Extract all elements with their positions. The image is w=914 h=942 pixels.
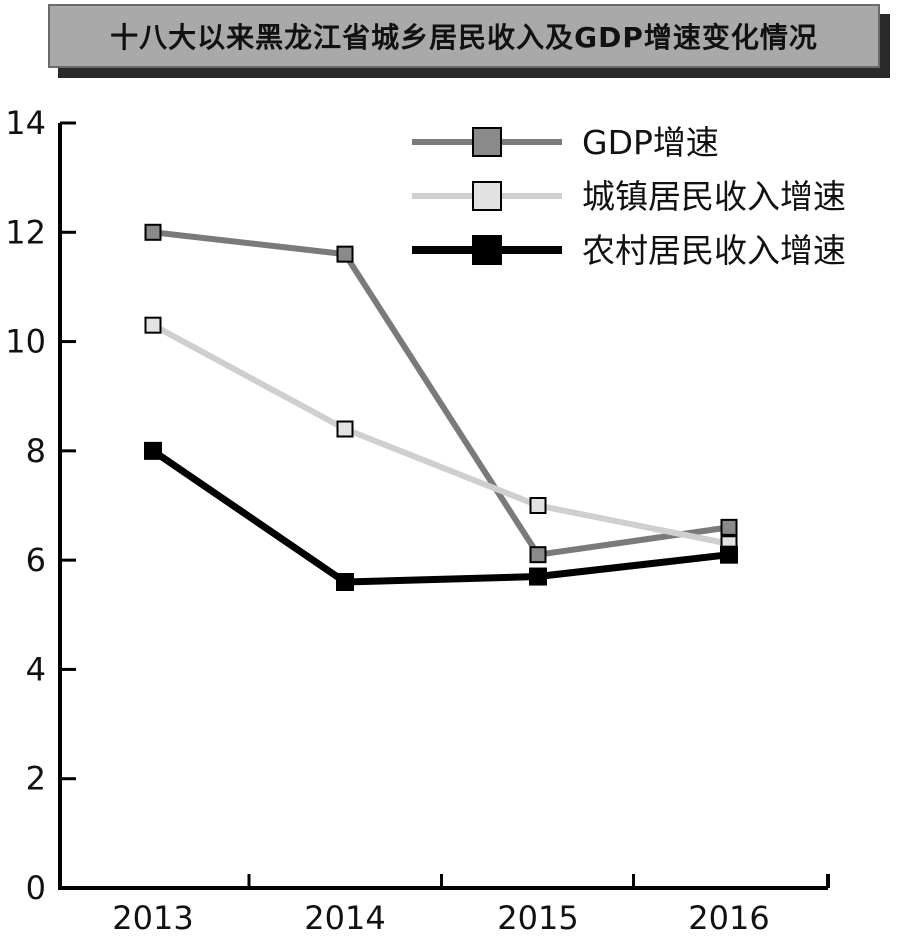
legend-label: 农村居民收入增速 (582, 231, 846, 270)
legend-entry-2: 城镇居民收入增速 (412, 177, 846, 216)
y-tick-label: 8 (26, 432, 46, 470)
y-tick-label: 12 (5, 213, 46, 251)
data-point (529, 567, 547, 586)
legend-entry-1: GDP增速 (412, 123, 719, 162)
series-lines (144, 223, 738, 591)
x-tick-label: 2015 (497, 899, 578, 937)
legend-label: GDP增速 (582, 123, 719, 162)
series-2 (144, 316, 738, 553)
series-3 (144, 441, 738, 591)
legend-marker (472, 181, 502, 211)
legend-entry-3: 农村居民收入增速 (412, 231, 846, 270)
y-tick-label: 0 (26, 869, 46, 907)
data-point (144, 316, 162, 334)
data-point (529, 497, 547, 514)
legend-marker (472, 235, 502, 265)
y-tick-label: 10 (5, 323, 46, 361)
y-tick-label: 6 (26, 541, 46, 579)
series-line (151, 447, 730, 586)
series-line (152, 229, 730, 558)
series-1 (144, 223, 738, 564)
y-tick-label: 4 (26, 650, 46, 688)
tick-labels: 0 2 4 6 8 10 12 14 2013 2014 2015 2016 (5, 104, 769, 937)
chart-title: 十八大以来黑龙江省城乡居民收入及GDP增速变化情况 (48, 4, 880, 68)
legend-marker (472, 127, 502, 157)
data-point (336, 245, 354, 263)
data-point (336, 573, 354, 591)
data-point (720, 545, 738, 564)
x-tick-label: 2013 (112, 899, 193, 937)
x-tick-label: 2014 (304, 899, 385, 937)
x-tick-label: 2016 (688, 899, 769, 937)
legend-label: 城镇居民收入增速 (582, 177, 846, 216)
data-point (336, 420, 354, 438)
series-line (151, 322, 730, 547)
y-tick-label: 14 (5, 104, 46, 142)
data-point (144, 223, 162, 241)
y-tick-label: 2 (26, 760, 46, 798)
data-point (529, 546, 547, 564)
data-point (144, 441, 162, 460)
axes (58, 121, 830, 890)
data-point (720, 518, 738, 536)
